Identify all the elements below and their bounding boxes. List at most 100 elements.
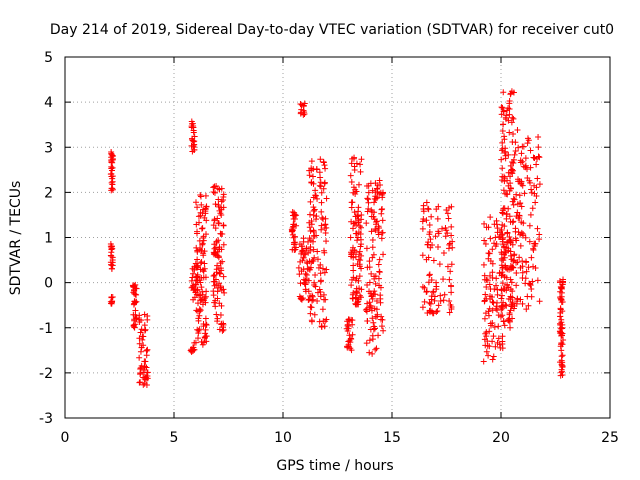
data-point [369,350,376,357]
data-point [318,208,325,215]
data-point [354,237,361,244]
data-point [514,295,521,302]
data-point [315,264,322,271]
data-point [514,126,521,133]
data-point [420,202,427,209]
data-point [435,243,442,250]
data-point [362,306,369,313]
data-point [517,296,524,303]
data-point [485,255,492,262]
data-point [131,282,138,289]
data-point [504,229,511,236]
data-point [322,230,329,237]
data-point [505,105,512,112]
data-point [489,246,496,253]
data-point [528,254,535,261]
data-point [448,304,455,311]
data-point [215,201,222,208]
data-point [558,366,565,373]
data-point [363,340,370,347]
data-point [506,237,513,244]
data-point [358,211,365,218]
data-point [487,320,494,327]
data-point [444,230,451,237]
data-point [511,196,518,203]
data-point [446,297,453,304]
data-point [488,294,495,301]
data-point [446,241,453,248]
data-point [131,317,138,324]
data-point [356,248,363,255]
data-point [486,250,493,257]
data-point [481,220,488,227]
data-point [136,312,143,319]
data-point [194,247,201,254]
data-point [517,264,524,271]
data-point [218,198,225,205]
data-point [210,188,217,195]
data-point [532,264,539,271]
data-point [373,221,380,228]
data-point [501,173,508,180]
data-point [348,160,355,167]
data-point [505,245,512,252]
data-point [220,273,227,280]
data-point [428,296,435,303]
data-point [190,122,197,129]
data-point [483,348,490,355]
data-point [492,234,499,241]
data-point [356,251,363,258]
data-point [423,199,430,206]
data-point [507,276,514,283]
data-point [349,331,356,338]
data-point [132,299,139,306]
data-point [419,283,426,290]
data-point [527,147,534,154]
data-point [491,286,498,293]
data-point [529,205,536,212]
data-point [500,121,507,128]
data-point [376,282,383,289]
data-point [297,280,304,287]
data-point [482,342,489,349]
data-point [501,175,508,182]
data-point [321,180,328,187]
data-point [143,347,150,354]
data-point [505,151,512,158]
data-point [487,235,494,242]
data-point [218,212,225,219]
data-point [195,317,202,324]
data-point [353,160,360,167]
data-point [354,213,361,220]
data-point [489,298,496,305]
data-point [192,199,199,206]
data-point [108,299,115,306]
y-tick-label: -1 [39,321,53,337]
data-point [499,234,506,241]
data-point [317,278,324,285]
data-point [510,159,517,166]
data-point [530,263,537,270]
data-point [194,335,201,342]
data-point [494,291,501,298]
data-point [481,272,488,279]
data-point [519,269,526,276]
data-point [218,302,225,309]
data-point [199,241,206,248]
data-point [508,119,515,126]
data-point [350,267,357,274]
data-point [510,156,517,163]
data-point [196,237,203,244]
data-point [364,317,371,324]
data-point [197,193,204,200]
data-point [535,153,542,160]
data-point [355,301,362,308]
data-point [439,225,446,232]
data-point [374,194,381,201]
data-point [510,167,517,174]
data-point [365,205,372,212]
data-point [220,326,227,333]
data-point [380,327,387,334]
data-point [493,305,500,312]
data-point [108,252,115,259]
